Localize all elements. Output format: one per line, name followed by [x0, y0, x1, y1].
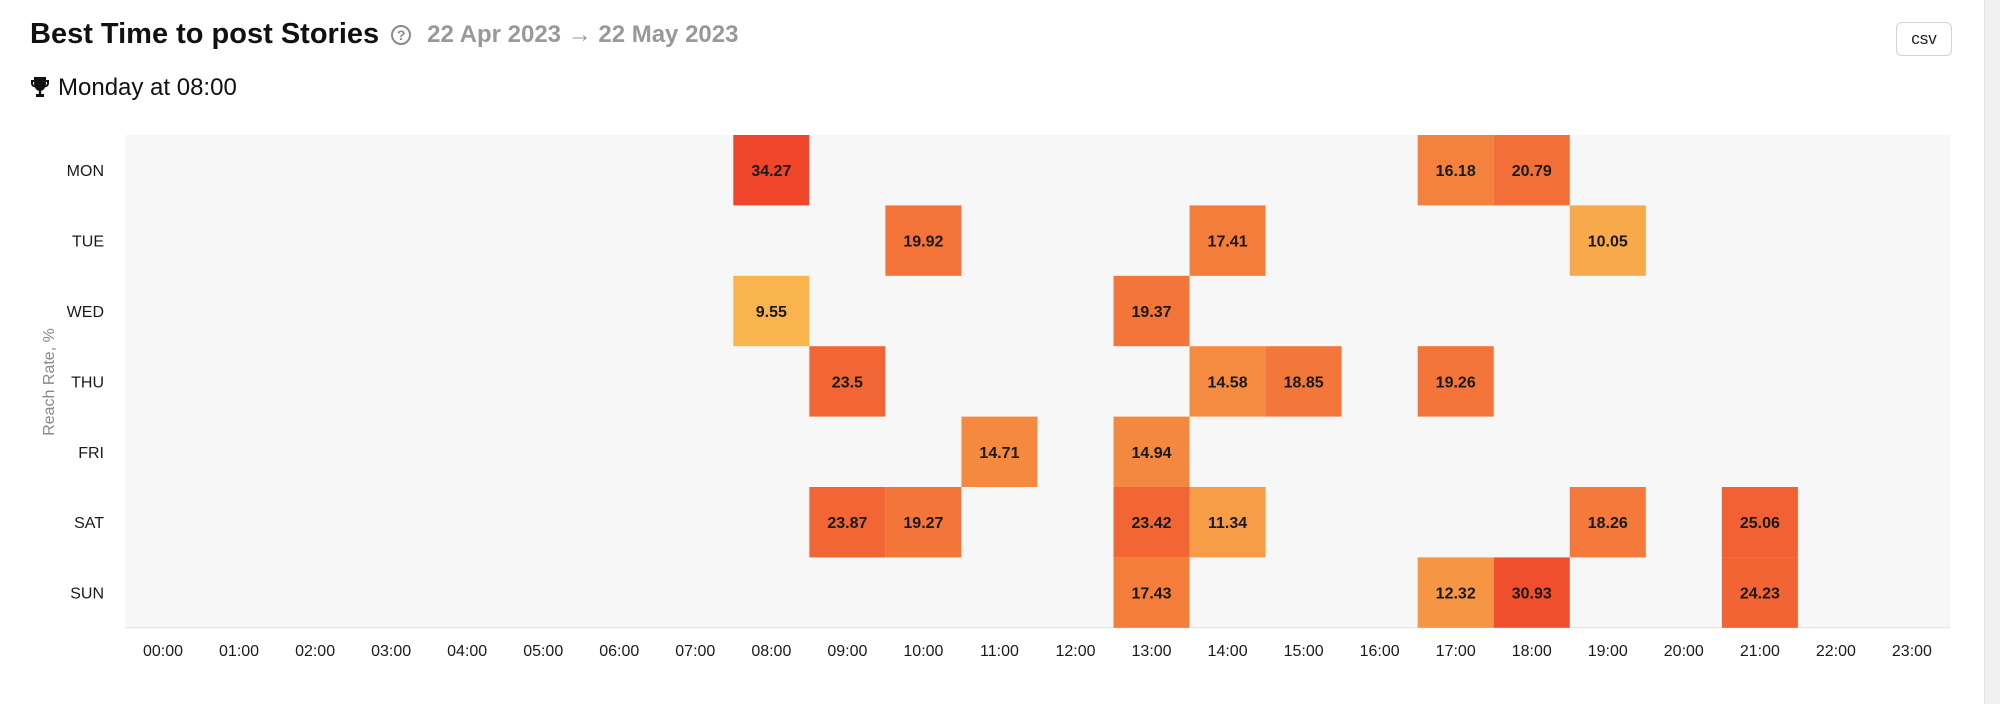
cell-value-label: 23.5	[832, 374, 863, 391]
y-tick-label: TUE	[72, 234, 104, 251]
y-axis-title: Reach Rate, %	[41, 328, 58, 436]
cell-value-label: 19.27	[903, 515, 943, 532]
chart-title: Best Time to post Stories	[30, 18, 380, 50]
x-tick-label: 07:00	[675, 643, 715, 660]
x-tick-label: 10:00	[903, 643, 943, 660]
x-tick-label: 04:00	[447, 643, 487, 660]
csv-button[interactable]: csv	[1896, 22, 1952, 56]
x-tick-label: 01:00	[219, 643, 259, 660]
cell-value-label: 10.05	[1588, 234, 1628, 251]
heatmap-cell[interactable]	[1265, 346, 1342, 417]
y-tick-label: SUN	[70, 586, 104, 603]
x-tick-label: 03:00	[371, 643, 411, 660]
cell-value-label: 34.27	[751, 163, 791, 180]
heatmap-cell[interactable]	[809, 487, 886, 558]
heatmap-cell[interactable]	[1189, 346, 1266, 417]
cell-value-label: 11.34	[1208, 515, 1247, 532]
heatmap-cell[interactable]	[809, 346, 886, 417]
page-scrollbar[interactable]	[1984, 0, 2000, 704]
x-tick-label: 14:00	[1208, 643, 1248, 660]
cell-value-label: 24.23	[1740, 586, 1780, 603]
heatmap-cell[interactable]	[733, 135, 810, 206]
x-tick-label: 16:00	[1360, 643, 1400, 660]
heatmap-cell[interactable]	[1721, 487, 1798, 558]
chart-header: Best Time to post Stories ? 22 Apr 2023 …	[30, 18, 738, 51]
heatmap-cell[interactable]	[1189, 205, 1266, 276]
cell-value-label: 25.06	[1740, 515, 1780, 532]
date-range: 22 Apr 2023 → 22 May 2023	[427, 20, 739, 48]
heatmap-cell[interactable]	[1569, 487, 1646, 558]
cell-value-label: 17.43	[1132, 586, 1172, 603]
y-tick-label: FRI	[78, 445, 104, 462]
heatmap-cell[interactable]	[1113, 416, 1190, 487]
x-tick-label: 12:00	[1055, 643, 1095, 660]
trophy-icon	[31, 77, 49, 97]
x-tick-label: 00:00	[143, 643, 183, 660]
cell-value-label: 9.55	[756, 304, 787, 321]
cell-value-label: 16.18	[1436, 163, 1476, 180]
x-tick-label: 22:00	[1816, 643, 1856, 660]
question-circle-icon[interactable]: ?	[391, 24, 412, 45]
cell-value-label: 17.41	[1208, 234, 1248, 251]
x-tick-label: 11:00	[980, 643, 1019, 660]
heatmap-cell[interactable]	[1113, 487, 1190, 558]
heatmap-cell[interactable]	[1493, 135, 1570, 206]
x-tick-label: 19:00	[1588, 643, 1628, 660]
cell-value-label: 30.93	[1512, 586, 1552, 603]
cell-value-label: 18.26	[1588, 515, 1628, 532]
x-tick-label: 08:00	[751, 643, 791, 660]
cell-value-label: 19.37	[1132, 304, 1172, 321]
x-tick-label: 21:00	[1740, 643, 1780, 660]
plot-background	[125, 135, 1950, 628]
heatmap-cell[interactable]	[885, 487, 962, 558]
cell-value-label: 18.85	[1284, 374, 1324, 391]
cell-value-label: 14.58	[1208, 374, 1248, 391]
y-tick-label: MON	[67, 163, 104, 180]
cell-value-label: 14.94	[1132, 445, 1172, 462]
heatmap-cell[interactable]	[1113, 557, 1190, 628]
heatmap-cell[interactable]	[1113, 275, 1190, 347]
x-tick-label: 15:00	[1284, 643, 1324, 660]
x-tick-label: 23:00	[1892, 643, 1932, 660]
heatmap-cell[interactable]	[1721, 557, 1798, 628]
x-tick-label: 18:00	[1512, 643, 1552, 660]
heatmap-cell[interactable]	[885, 205, 962, 276]
y-tick-label: SAT	[74, 515, 104, 532]
heatmap-cell[interactable]	[1189, 487, 1266, 558]
y-tick-label: WED	[67, 304, 104, 321]
cell-value-label: 20.79	[1512, 163, 1552, 180]
heatmap-cell[interactable]	[961, 416, 1038, 487]
x-tick-label: 20:00	[1664, 643, 1704, 660]
x-tick-label: 05:00	[523, 643, 563, 660]
cell-value-label: 23.42	[1132, 515, 1172, 532]
heatmap-cell[interactable]	[733, 275, 810, 347]
x-tick-label: 06:00	[599, 643, 639, 660]
x-tick-label: 13:00	[1132, 643, 1172, 660]
cell-value-label: 12.32	[1436, 586, 1476, 603]
heatmap-cell[interactable]	[1493, 557, 1570, 628]
heatmap-cell[interactable]	[1417, 346, 1494, 417]
cell-value-label: 19.92	[903, 234, 943, 251]
heatmap-cell[interactable]	[1569, 205, 1646, 276]
best-time-text: Monday at 08:00	[58, 74, 237, 101]
cell-value-label: 19.26	[1436, 374, 1476, 391]
x-tick-label: 02:00	[295, 643, 335, 660]
heatmap-cell[interactable]	[1417, 135, 1494, 206]
cell-value-label: 23.87	[827, 515, 867, 532]
x-tick-label: 09:00	[827, 643, 867, 660]
best-time-summary: Monday at 08:00	[30, 74, 237, 102]
cell-value-label: 14.71	[979, 445, 1019, 462]
y-tick-label: THU	[71, 374, 104, 391]
x-tick-label: 17:00	[1436, 643, 1476, 660]
heatmap-cell[interactable]	[1417, 557, 1494, 628]
